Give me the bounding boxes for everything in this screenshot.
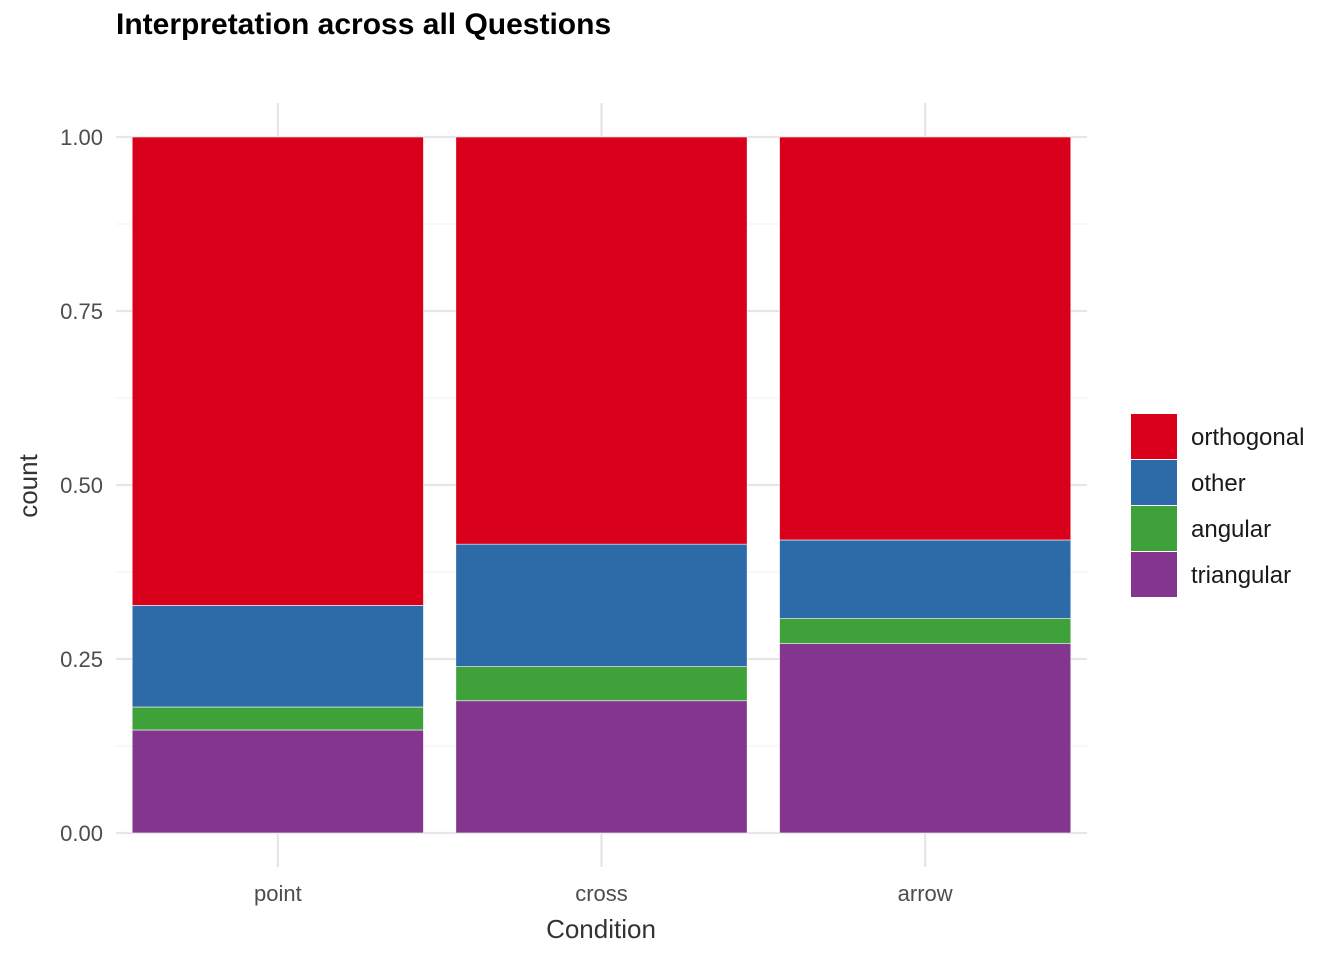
y-tick-label: 0.75 [60, 299, 103, 324]
x-tick-label: arrow [898, 881, 953, 906]
bar-segment-triangular-point [131, 729, 424, 834]
bar-segment-triangular-cross [455, 700, 748, 834]
legend-label-other: other [1191, 470, 1246, 497]
legend-key-angular [1131, 506, 1177, 551]
bar-segment-triangular-arrow [779, 643, 1072, 834]
legend-key-triangular [1131, 552, 1177, 597]
bar-segment-orthogonal-cross [455, 136, 748, 545]
bar-segment-other-cross [455, 543, 748, 667]
chart-title: Interpretation across all Questions [116, 8, 612, 41]
bar-segment-other-arrow [779, 539, 1072, 619]
legend-label-triangular: triangular [1191, 562, 1291, 589]
x-axis-title: Condition [546, 914, 656, 944]
y-tick-label: 0.50 [60, 473, 103, 498]
x-tick-label: cross [575, 881, 628, 906]
bar-segment-angular-point [131, 706, 424, 731]
legend-label-angular: angular [1191, 516, 1271, 543]
legend-key-orthogonal [1131, 414, 1177, 459]
y-axis-title: count [13, 453, 43, 517]
bar-segment-orthogonal-arrow [779, 136, 1072, 541]
y-tick-label: 1.00 [60, 125, 103, 150]
legend-label-orthogonal: orthogonal [1191, 424, 1304, 451]
bar-segment-orthogonal-point [131, 136, 424, 606]
bar-segment-angular-arrow [779, 618, 1072, 644]
bar-segment-other-point [131, 605, 424, 708]
y-tick-label: 0.25 [60, 647, 103, 672]
x-tick-label: point [254, 881, 302, 906]
bar-segment-angular-cross [455, 666, 748, 702]
legend-key-other [1131, 460, 1177, 505]
y-tick-label: 0.00 [60, 821, 103, 846]
